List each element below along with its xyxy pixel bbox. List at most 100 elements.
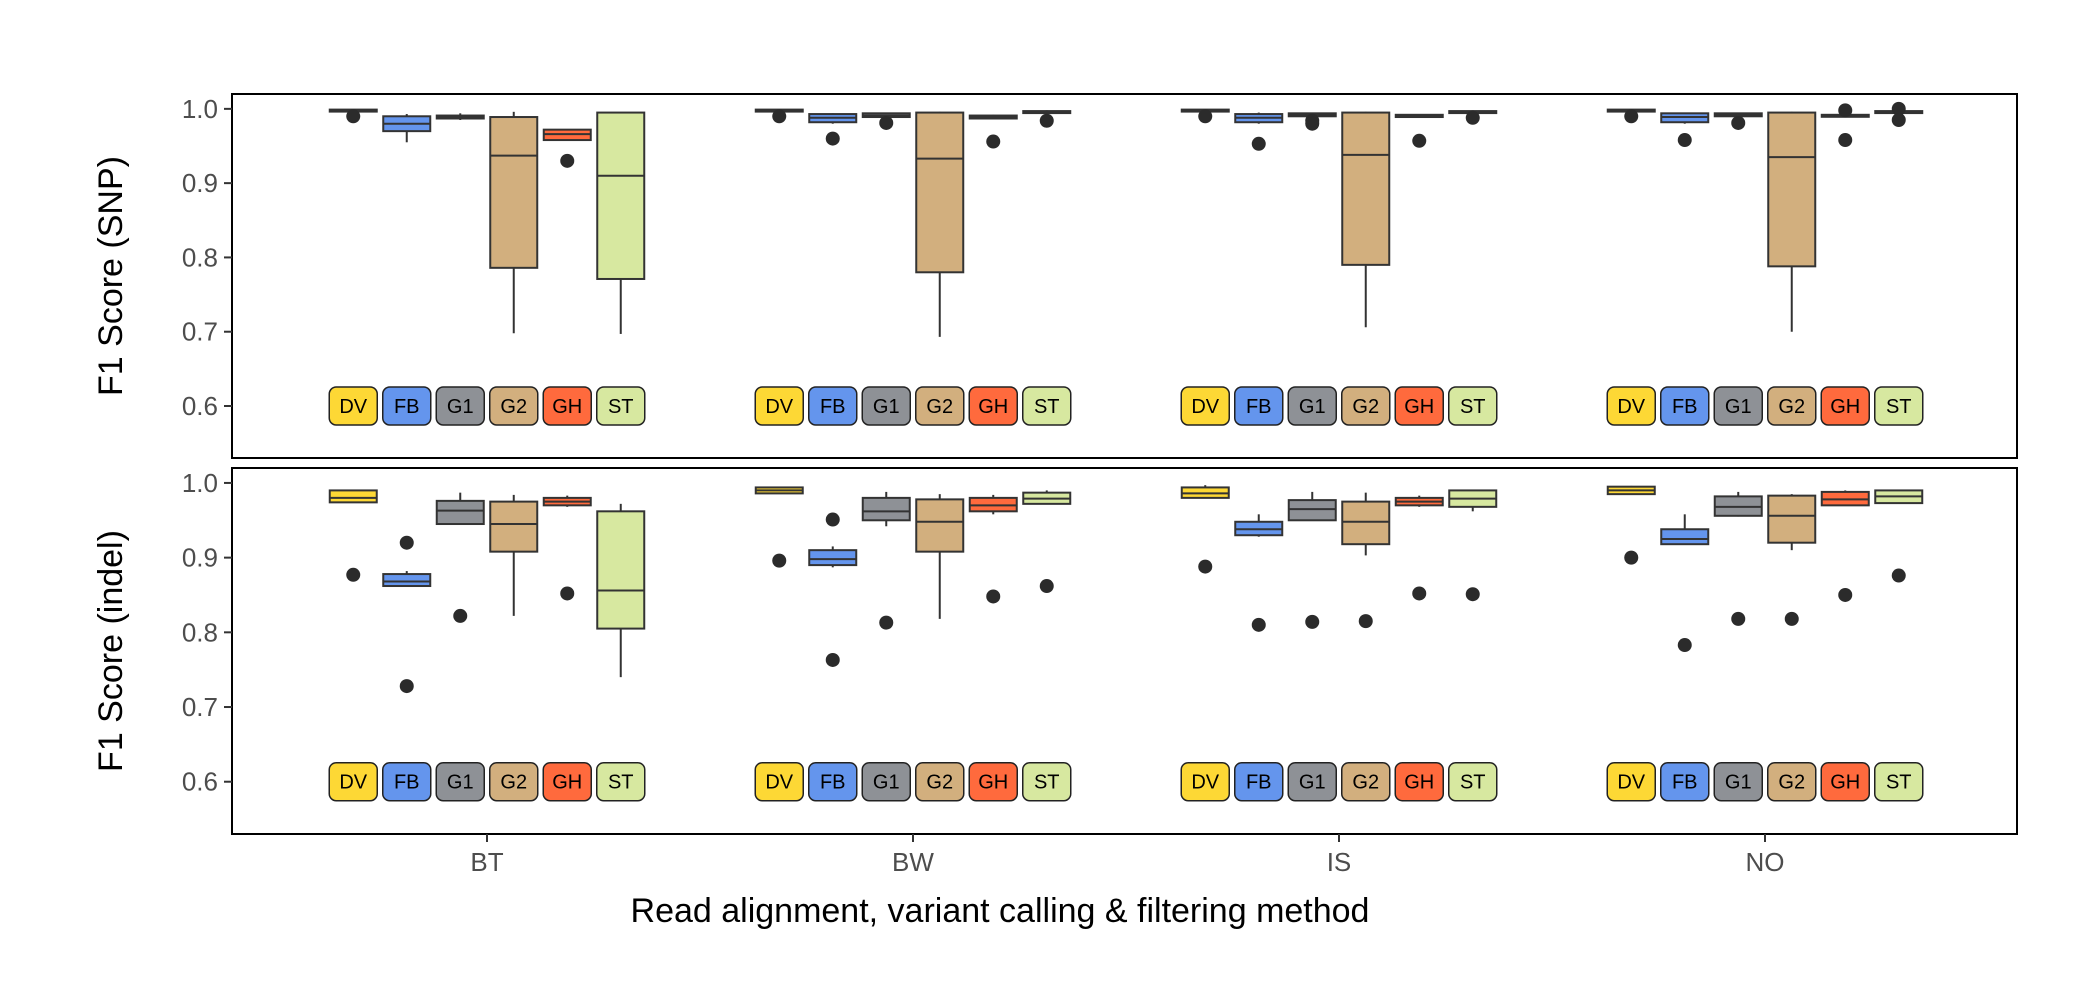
outlier-point	[1465, 587, 1480, 602]
y-axis-title: F1 Score (SNP)	[92, 156, 130, 396]
outlier-point	[825, 652, 840, 667]
box-BT-G1	[435, 499, 485, 526]
outlier-point	[1305, 614, 1320, 629]
method-badge	[328, 386, 378, 426]
y-axis-title: F1 Score (indel)	[92, 530, 130, 772]
method-badge-label: DV	[1191, 772, 1219, 794]
outlier-point	[986, 589, 1001, 604]
method-badge	[968, 386, 1018, 426]
method-badge	[435, 761, 485, 802]
y-tick-label: 0.8	[182, 242, 218, 272]
method-badge-label: FB	[1246, 396, 1272, 418]
outlier-point	[1624, 109, 1639, 124]
method-badge-label: GH	[978, 396, 1008, 418]
outlier-point	[879, 115, 894, 130]
method-badge	[1767, 386, 1817, 426]
outlier-point	[1838, 587, 1853, 602]
method-badge-label: ST	[1460, 396, 1486, 418]
method-badge	[1874, 761, 1924, 802]
method-badge	[1874, 386, 1924, 426]
method-badge-label: FB	[1672, 396, 1698, 418]
y-tick-label: 0.6	[182, 767, 218, 797]
method-badge-label: DV	[1617, 396, 1645, 418]
y-tick-label: 1.0	[182, 468, 218, 498]
outlier-point	[560, 153, 575, 168]
box-BW-FB	[808, 549, 858, 567]
method-badge-label: GH	[552, 396, 582, 418]
method-badge-label: G2	[500, 772, 527, 794]
y-tick-label: 0.7	[182, 317, 218, 347]
method-badge-label: G1	[1299, 396, 1326, 418]
outlier-point	[346, 567, 361, 582]
outlier-point	[1731, 611, 1746, 626]
method-badge	[382, 761, 432, 802]
method-badge-label: FB	[820, 396, 846, 418]
x-tick-label: BT	[470, 847, 503, 877]
box-BT-G2	[489, 116, 539, 269]
method-badge-label: G2	[1352, 772, 1379, 794]
outlier-point	[986, 134, 1001, 149]
method-badge-label: G2	[1778, 772, 1805, 794]
method-badge-label: FB	[394, 396, 420, 418]
method-badge-label: GH	[1404, 396, 1434, 418]
outlier-point	[1838, 133, 1853, 148]
outlier-point	[346, 109, 361, 124]
method-badge-label: G2	[926, 396, 953, 418]
method-badge	[1660, 386, 1710, 426]
outlier-point	[1838, 103, 1853, 118]
method-badge-label: ST	[608, 396, 634, 418]
y-tick-label: 0.6	[182, 391, 218, 421]
x-tick-label: NO	[1746, 847, 1785, 877]
method-badge	[915, 386, 965, 426]
outlier-point	[1305, 116, 1320, 131]
method-badge-label: ST	[1034, 772, 1060, 794]
box-BT-ST	[596, 510, 646, 630]
method-badge	[596, 761, 646, 802]
method-badge-label: DV	[1617, 772, 1645, 794]
method-badge	[808, 386, 858, 426]
method-badge	[1234, 761, 1284, 802]
outlier-point	[1198, 559, 1213, 574]
box-BT-FB	[382, 573, 432, 588]
method-badge	[1713, 386, 1763, 426]
method-badge-label: G2	[926, 772, 953, 794]
method-badge-label: ST	[608, 772, 634, 794]
method-badge-label: DV	[339, 396, 367, 418]
method-badge-label: G1	[1725, 396, 1752, 418]
y-tick-label: 0.7	[182, 692, 218, 722]
method-badge	[542, 386, 592, 426]
method-badge	[1022, 761, 1072, 802]
outlier-point	[1198, 109, 1213, 124]
method-badge	[1180, 761, 1230, 802]
outlier-point	[1251, 617, 1266, 632]
method-badge-label: GH	[1404, 772, 1434, 794]
method-badge	[1022, 386, 1072, 426]
method-badge-label: G1	[1725, 772, 1752, 794]
outlier-point	[399, 535, 414, 550]
method-badge	[1287, 386, 1337, 426]
outlier-point	[1677, 133, 1692, 148]
y-tick-label: 0.9	[182, 168, 218, 198]
x-tick-label: BW	[892, 847, 934, 877]
method-badge-label: GH	[978, 772, 1008, 794]
method-badge-label: G2	[500, 396, 527, 418]
method-badge-label: GH	[552, 772, 582, 794]
outlier-point	[772, 553, 787, 568]
box-BW-G1	[861, 496, 911, 522]
method-badge	[489, 386, 539, 426]
box-NO-G2	[1767, 494, 1817, 544]
method-badge	[968, 761, 1018, 802]
method-badge	[1820, 386, 1870, 426]
outlier-point	[1891, 101, 1906, 116]
method-badge	[1287, 761, 1337, 802]
outlier-point	[1891, 113, 1906, 127]
outlier-point	[1412, 133, 1427, 148]
method-badge	[861, 386, 911, 426]
method-badge-label: DV	[339, 772, 367, 794]
method-badge-label: G1	[447, 772, 474, 794]
outlier-point	[399, 679, 414, 694]
method-badge-label: ST	[1034, 396, 1060, 418]
method-badge	[1448, 386, 1498, 426]
method-badge-label: FB	[1246, 772, 1272, 794]
outlier-point	[1677, 638, 1692, 653]
